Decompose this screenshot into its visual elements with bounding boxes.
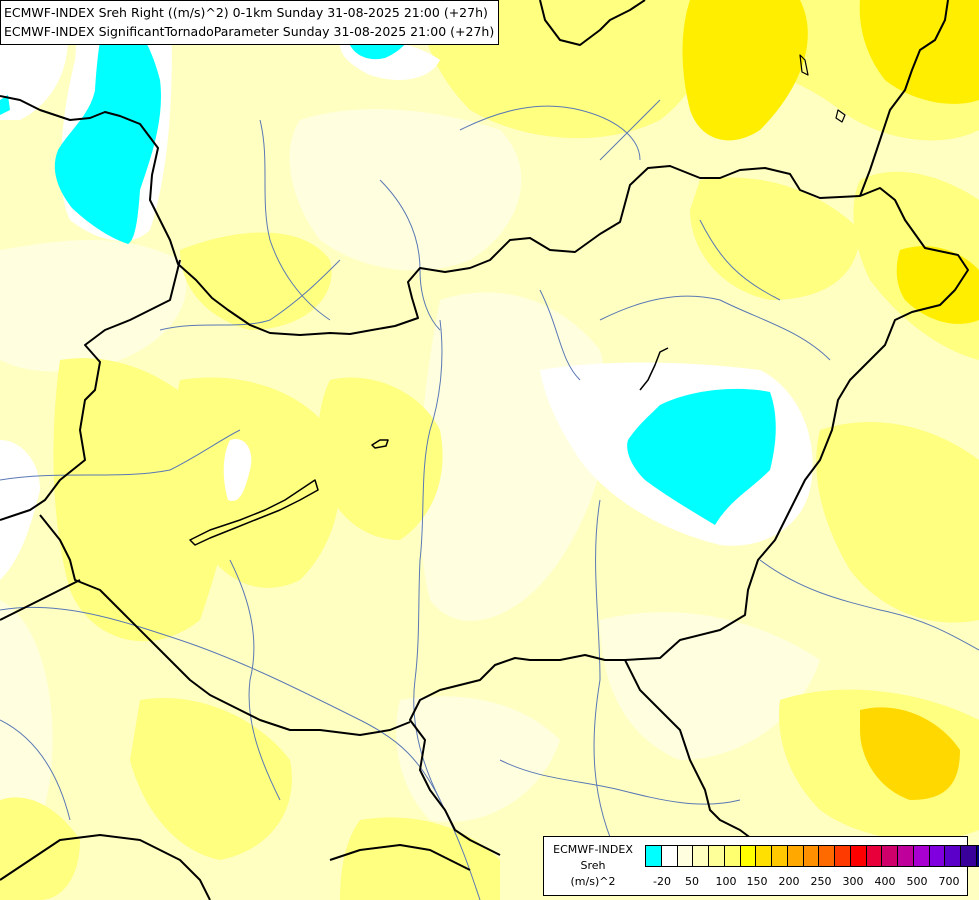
legend-tick-label: 200 bbox=[778, 875, 800, 888]
border-bottom-mid bbox=[329, 844, 471, 871]
border-top bbox=[539, 0, 646, 46]
legend-swatch bbox=[819, 846, 835, 866]
legend-tick-label: 150 bbox=[746, 875, 768, 888]
border-left-edge bbox=[0, 579, 81, 621]
legend-swatch bbox=[724, 846, 741, 866]
legend-swatch bbox=[803, 846, 820, 866]
legend-swatch bbox=[835, 846, 851, 866]
legend-unit: (m/s)^2 bbox=[570, 875, 616, 888]
legend-tick-label: 50 bbox=[685, 875, 699, 888]
legend-swatch bbox=[709, 846, 725, 866]
legend-swatch bbox=[898, 846, 914, 866]
border-north bbox=[0, 95, 969, 856]
legend-tick-label: 300 bbox=[842, 875, 864, 888]
lake-small bbox=[371, 439, 389, 449]
legend-tick-label: 400 bbox=[874, 875, 896, 888]
tisza-segment bbox=[639, 347, 669, 391]
legend-swatch bbox=[929, 846, 946, 866]
map-title-box: ECMWF-INDEX Sreh Right ((m/s)^2) 0-1km S… bbox=[0, 0, 500, 45]
legend-tick-label: 100 bbox=[715, 875, 737, 888]
border-west bbox=[0, 259, 181, 521]
legend-swatch bbox=[945, 846, 961, 866]
legend-swatch bbox=[961, 846, 977, 866]
color-legend: ECMWF-INDEX Sreh (m/s)^2 -20 50 100 150 200 2… bbox=[543, 836, 979, 896]
legend-source: ECMWF-INDEX bbox=[553, 843, 633, 856]
lake-balaton bbox=[189, 479, 319, 546]
legend-tick-label: -20 bbox=[653, 875, 671, 888]
map-title-line-1: ECMWF-INDEX Sreh Right ((m/s)^2) 0-1km S… bbox=[4, 5, 488, 20]
legend-swatch bbox=[740, 846, 757, 866]
legend-swatch bbox=[913, 846, 930, 866]
legend-color-scale bbox=[645, 845, 979, 867]
legend-swatch bbox=[976, 846, 979, 866]
legend-swatch bbox=[677, 846, 694, 866]
legend-variable: Sreh bbox=[580, 859, 606, 872]
legend-tick-label: 700 bbox=[938, 875, 960, 888]
legend-swatch bbox=[693, 846, 709, 866]
legend-swatch bbox=[882, 846, 898, 866]
strong-yellow-areas bbox=[682, 0, 979, 800]
map-title-line-2: ECMWF-INDEX SignificantTornadoParameter … bbox=[4, 24, 495, 39]
legend-swatch bbox=[772, 846, 788, 866]
legend-swatch bbox=[661, 846, 678, 866]
legend-tick-label: 500 bbox=[906, 875, 928, 888]
legend-swatch bbox=[646, 846, 662, 866]
legend-swatch bbox=[866, 846, 883, 866]
legend-swatch bbox=[850, 846, 867, 866]
border-bottom-left bbox=[0, 834, 211, 900]
east-lakes bbox=[799, 54, 846, 123]
border-south-west bbox=[39, 514, 411, 736]
legend-tick-label: 250 bbox=[810, 875, 832, 888]
border-se bbox=[624, 659, 761, 846]
border-east bbox=[859, 0, 949, 197]
legend-swatch bbox=[787, 846, 804, 866]
legend-swatch bbox=[756, 846, 772, 866]
